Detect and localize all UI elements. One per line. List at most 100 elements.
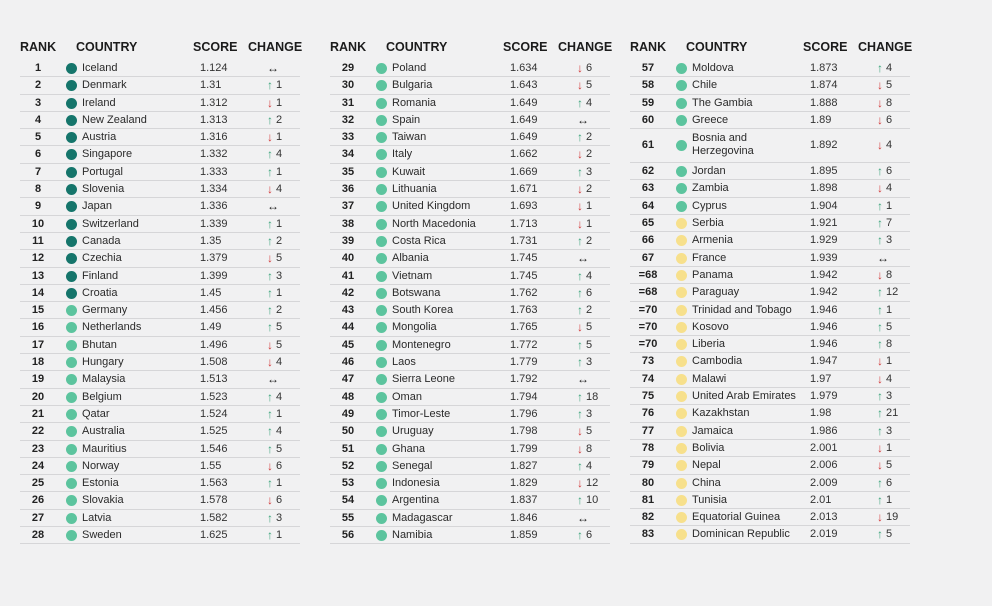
country-cell: Malaysia [82,373,126,386]
category-dot-icon [676,373,687,385]
country-cell: Costa Rica [392,234,446,247]
country-cell: Germany [82,304,128,317]
arrow-left-right-icon: ↔ [577,510,589,525]
change-cell: ↑ 1 [267,475,282,492]
category-dot-icon [376,357,387,369]
header-change: CHANGE [248,40,303,54]
country-cell: Slovenia [82,183,125,196]
score-cell: 1.643 [510,79,538,92]
change-cell: ↑ 1 [267,285,282,302]
change-cell: ↓ 8 [877,95,892,112]
arrow-up-icon: ↑ [877,285,883,300]
change-value: 18 [586,390,599,403]
country-cell: Armenia [692,234,733,247]
country-cell: Zambia [692,182,729,195]
category-dot-icon [676,425,687,437]
header-country: COUNTRY [76,40,138,54]
change-value: 3 [586,165,593,178]
rank-cell: 17 [31,338,45,351]
rank-cell: 82 [641,511,655,524]
change-cell: ↓ 4 [267,354,282,371]
change-value: 4 [276,425,283,438]
category-dot-icon [376,132,387,144]
score-cell: 1.49 [200,321,222,334]
score-cell: 1.339 [200,217,228,230]
arrow-left-right-icon: ↔ [877,250,889,265]
column-header-row: RANK COUNTRY SCORE CHANGE [20,38,303,60]
arrow-up-icon: ↑ [577,493,583,508]
rank-cell: 59 [641,96,655,109]
category-dot-icon [66,305,77,317]
change-value: 1 [886,355,893,368]
change-value: 5 [276,321,283,334]
change-value: 3 [586,356,593,369]
table-row: 23 Mauritius 1.546 ↑ 5 [20,441,300,458]
table-row: 36 Lithuania 1.671 ↓ 2 [330,181,610,199]
change-cell: ↓ 6 [267,458,282,475]
score-cell: 1.124 [200,62,228,74]
change-cell: ↓ 1 [877,353,892,370]
score-cell: 1.745 [510,269,538,282]
category-dot-icon [66,235,77,247]
score-cell: 1.745 [510,252,538,265]
rank-cell: 64 [641,199,655,212]
rank-cell: 18 [31,356,45,369]
country-cell: Australia [82,425,125,438]
change-value: 1 [276,477,283,490]
rank-cell: 14 [31,286,45,299]
arrow-up-icon: ↑ [877,423,883,438]
country-cell: Japan [82,200,112,213]
table-row: 29 Poland 1.634 ↓ 6 [330,60,610,78]
table-row: 8 Slovenia 1.334 ↓ 4 [20,181,300,199]
category-dot-icon [66,253,77,265]
arrow-down-icon: ↓ [267,493,273,508]
category-dot-icon [676,529,687,541]
score-cell: 1.31 [200,79,222,92]
rank-cell: 33 [341,131,355,144]
category-dot-icon [66,339,77,351]
score-cell: 1.765 [510,321,538,334]
arrow-up-icon: ↑ [267,78,273,93]
score-cell: 1.731 [510,234,538,247]
category-dot-icon [66,114,77,126]
arrow-left-right-icon: ↔ [267,372,279,387]
change-value: 6 [276,459,283,472]
country-cell: Norway [82,459,120,472]
change-cell: ↑ 5 [577,337,592,354]
rank-cell: 79 [641,459,655,472]
change-value: 1 [586,200,593,213]
country-cell: Slovakia [82,494,124,507]
table-row: 49 Timor-Leste 1.796 ↑ 3 [330,406,610,424]
country-cell: North Macedonia [392,217,476,230]
table-row: 81 Tunisia 2.01 ↑ 1 [630,492,910,510]
change-value: 1 [886,441,893,454]
country-cell: Argentina [392,494,440,507]
score-cell: 2.006 [810,459,838,472]
category-dot-icon [676,442,687,454]
change-cell: ↔ [877,250,889,267]
country-cell: Chile [692,79,718,92]
country-cell: Jordan [692,165,726,178]
country-cell: Kuwait [392,165,426,178]
table-row: 64 Cyprus 1.904 ↑ 1 [630,198,910,216]
arrow-left-right-icon: ↔ [577,251,589,266]
table-row: 17 Bhutan 1.496 ↓ 5 [20,337,300,355]
table-row: 58 Chile 1.874 ↓ 5 [630,77,910,95]
category-dot-icon [66,495,77,507]
country-cell: Namibia [392,529,433,542]
change-cell: ↑ 3 [877,388,892,405]
country-cell: Paraguay [692,286,740,299]
change-value: 2 [586,148,593,161]
change-cell: ↑ 2 [577,129,592,146]
rank-cell: 44 [341,321,355,334]
table-row: 15 Germany 1.456 ↑ 2 [20,302,300,320]
rank-cell: 43 [341,304,355,317]
header-change: CHANGE [858,40,913,54]
table-row: 54 Argentina 1.837 ↑ 10 [330,492,610,510]
rank-cell: 66 [641,234,655,247]
rank-cell: 27 [31,511,45,524]
table-row: 42 Botswana 1.762 ↑ 6 [330,285,610,303]
rank-cell: 34 [341,148,355,161]
change-value: 8 [886,268,893,281]
table-row: 38 North Macedonia 1.713 ↓ 1 [330,216,610,233]
